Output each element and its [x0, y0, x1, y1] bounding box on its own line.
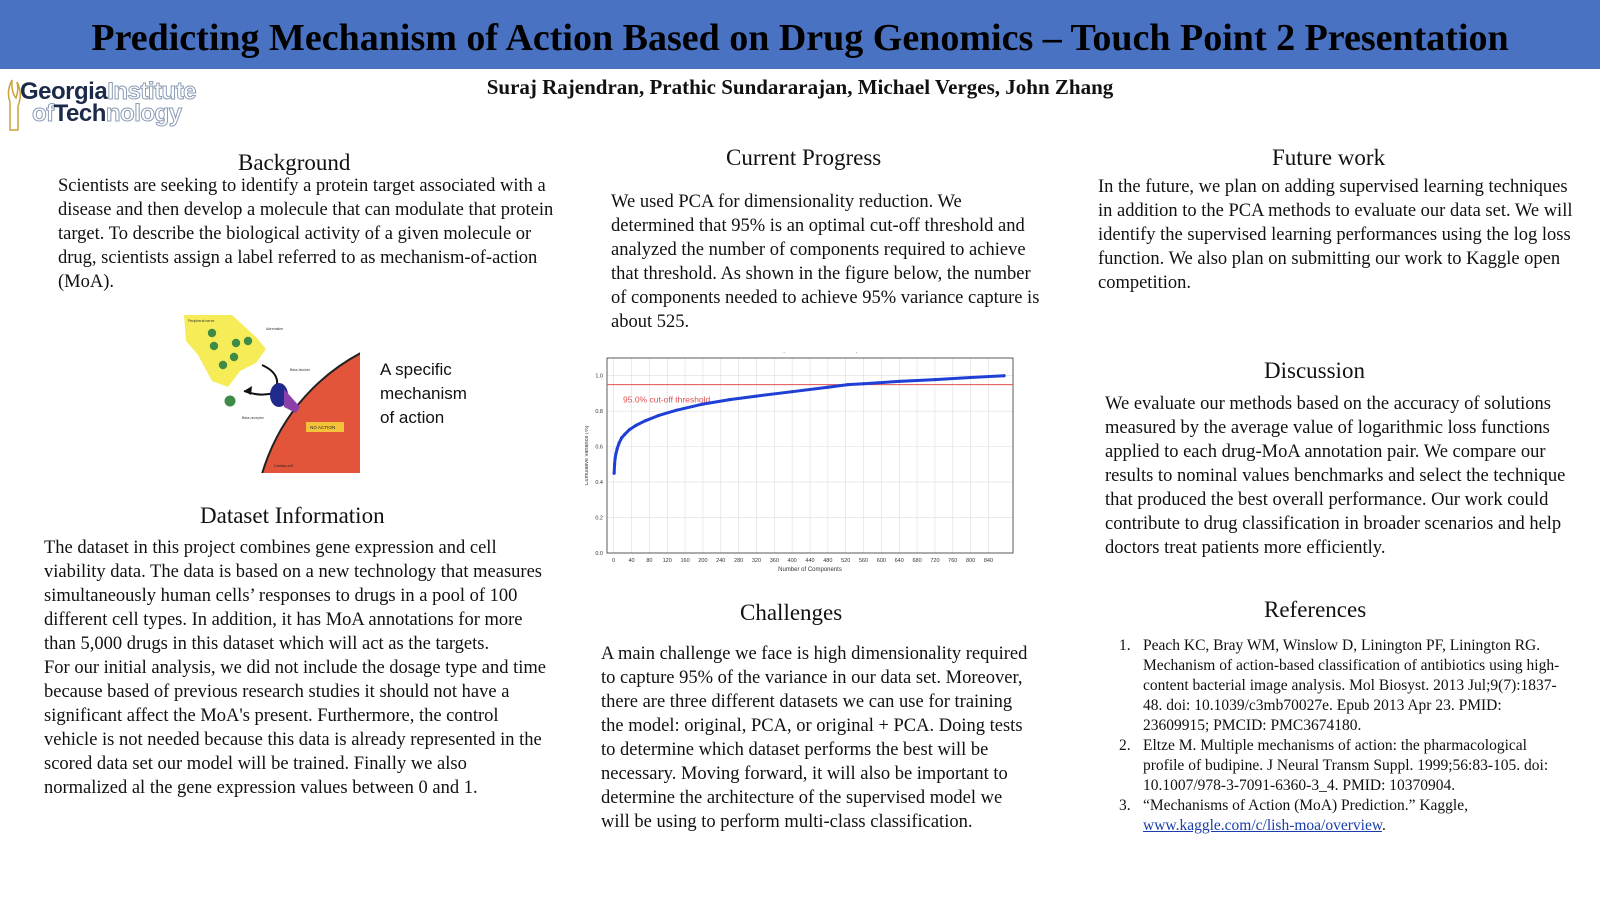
y-axis-label: Cumulative variance (%): [585, 425, 590, 485]
flame-icon: [7, 79, 21, 131]
challenges-text: A main challenge we face is high dimensi…: [601, 644, 1028, 832]
dataset-paragraph-1: The dataset in this project combines gen…: [44, 538, 542, 654]
variance-point: [826, 385, 830, 389]
background-heading: Background: [238, 150, 351, 175]
title-bar: [0, 0, 1600, 69]
x-tick-label: 800: [966, 558, 975, 564]
discussion-heading: Discussion: [1264, 358, 1365, 383]
variance-point: [701, 402, 705, 406]
references-heading: References: [1264, 597, 1367, 622]
x-tick-label: 280: [734, 558, 743, 564]
x-tick-label: 640: [895, 558, 904, 564]
future-heading: Future work: [1272, 145, 1386, 170]
x-axis-label: Number of Components: [778, 567, 842, 573]
variance-point: [612, 462, 617, 466]
x-tick-label: 720: [930, 558, 939, 564]
variance-point: [614, 452, 618, 456]
cardiac-cell: [261, 352, 360, 473]
variance-point: [612, 471, 616, 475]
variance-point: [634, 423, 638, 427]
variance-point: [656, 414, 660, 418]
variance-point: [643, 419, 647, 423]
references-list: 1. Peach KC, Bray WM, Winslow D, Liningt…: [1103, 636, 1563, 836]
x-tick-label: 120: [663, 558, 672, 564]
label-peripheral: Peripheral nerve: [188, 319, 214, 323]
label-no-action: NO ACTION: [310, 425, 335, 430]
variance-point: [969, 375, 973, 380]
x-tick-label: 360: [770, 558, 779, 564]
variance-point: [617, 441, 621, 445]
reference-item: 3. “Mechanisms of Action (MoA) Predictio…: [1119, 797, 1468, 834]
x-tick-label: 560: [859, 558, 868, 564]
logo-line-1: GeorgiaInstitute: [20, 78, 197, 106]
progress-text: We used PCA for dimensionality reduction…: [611, 192, 1040, 332]
variance-point: [728, 398, 732, 402]
x-tick-label: 840: [984, 558, 993, 564]
x-tick-label: 680: [912, 558, 921, 564]
x-tick-label: 200: [698, 558, 707, 564]
future-text: In the future, we plan on adding supervi…: [1098, 177, 1573, 293]
reference-item: 2. Eltze M. Multiple mechanisms of actio…: [1119, 737, 1549, 794]
discussion-text: We evaluate our methods based on the acc…: [1105, 394, 1566, 558]
variance-point: [897, 379, 901, 383]
x-tick-label: 40: [628, 558, 634, 564]
y-tick-label: 0.0: [595, 551, 603, 557]
label-receptor: Beta-receptor: [242, 416, 265, 420]
variance-point: [1002, 374, 1006, 378]
x-tick-label: 440: [805, 558, 814, 564]
chart-title: The number of components needed to expla…: [718, 352, 901, 353]
plot-frame: [606, 357, 1014, 554]
poster-authors: Suraj Rajendran, Prathic Sundararajan, M…: [486, 75, 1114, 99]
kaggle-link[interactable]: www.kaggle.com/c/lish-moa/overview: [1143, 817, 1383, 834]
x-tick-label: 760: [948, 558, 957, 564]
x-tick-label: 600: [877, 558, 886, 564]
variance-point: [790, 390, 794, 394]
variance-point: [623, 432, 627, 436]
variance-point: [861, 382, 866, 386]
challenges-heading: Challenges: [740, 600, 843, 625]
reference-item: 1. Peach KC, Bray WM, Winslow D, Liningt…: [1119, 637, 1560, 734]
x-tick-label: 480: [823, 558, 832, 564]
beta-blocker: [270, 383, 288, 407]
variance-series-line: [612, 374, 1005, 474]
poster-title: Predicting Mechanism of Action Based on …: [91, 17, 1509, 59]
x-tick-label: 80: [646, 558, 652, 564]
variance-point: [613, 457, 617, 461]
pca-variance-chart: The number of components needed to expla…: [585, 352, 1014, 573]
mechanism-diagram: Peripheral nerve Adrenaline Beta-blocker…: [184, 315, 360, 473]
threshold-label: 95.0% cut-off threshold: [623, 395, 711, 405]
y-tick-label: 0.4: [595, 480, 603, 486]
georgia-tech-logo: GeorgiaInstitute ofTechnology: [4, 72, 264, 134]
variance-point: [627, 428, 631, 432]
variance-point: [933, 378, 937, 382]
variance-point: [754, 394, 759, 398]
dataset-text: The dataset in this project combines gen…: [44, 536, 554, 800]
mechanism-caption: A specific mechanism of action: [380, 360, 467, 427]
label-adrenaline: Adrenaline: [266, 327, 283, 331]
progress-heading: Current Progress: [726, 145, 882, 170]
y-tick-label: 1.0: [595, 374, 603, 380]
y-tick-label: 0.6: [595, 445, 603, 451]
label-cell: Cardiac cell: [274, 464, 293, 468]
background-text: Scientists are seeking to identify a pro…: [58, 176, 554, 292]
x-tick-label: 520: [841, 558, 850, 564]
x-tick-label: 320: [752, 558, 761, 564]
logo-line-2: ofTechnology: [32, 100, 183, 128]
x-tick-label: 160: [680, 558, 689, 564]
dataset-paragraph-2: For our initial analysis, we did not inc…: [44, 658, 546, 798]
y-tick-label: 0.8: [595, 409, 603, 415]
y-tick-label: 0.2: [595, 516, 603, 522]
dataset-heading: Dataset Information: [200, 503, 385, 528]
label-blocker: Beta-blocker: [290, 368, 311, 372]
x-tick-label: 0: [612, 558, 615, 564]
variance-point: [846, 382, 850, 387]
nerve-shape: [184, 315, 266, 387]
variance-point: [620, 436, 624, 440]
variance-point: [674, 408, 678, 412]
x-tick-label: 400: [788, 558, 797, 564]
x-tick-label: 240: [716, 558, 725, 564]
no-action-box: [306, 422, 344, 432]
variance-point: [615, 446, 619, 451]
